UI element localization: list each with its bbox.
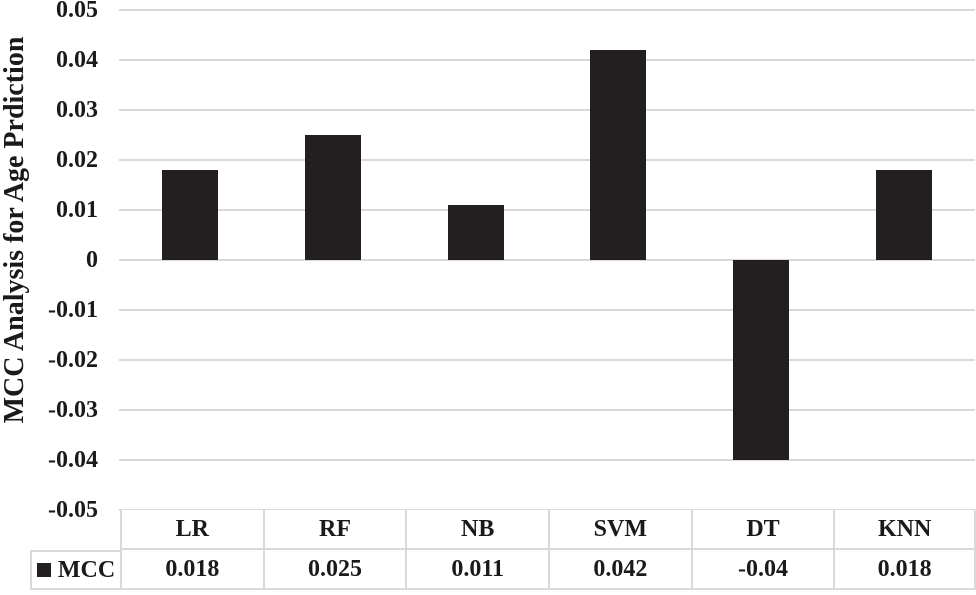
table-value-cell-svm: 0.042: [548, 550, 691, 590]
bar-knn: [875, 170, 932, 260]
legend-marker-icon: [36, 563, 51, 577]
table-header-cell-nb: NB: [405, 510, 548, 550]
table-header-cell-knn: KNN: [833, 510, 976, 550]
bar-lr: [162, 170, 219, 260]
y-tick-label: 0.02: [56, 147, 98, 173]
y-tick-label: -0.05: [48, 497, 98, 523]
gridline: [119, 359, 975, 361]
y-tick-label: 0: [86, 247, 98, 273]
table-header-cell-rf: RF: [262, 510, 406, 550]
gridline: [119, 459, 975, 461]
table-value-cell-lr: 0.018: [120, 550, 263, 590]
bar-svm: [590, 50, 647, 260]
gridline: [119, 209, 975, 211]
y-tick-label: -0.01: [48, 297, 98, 323]
y-tick-label: -0.02: [48, 347, 98, 373]
bar-rf: [305, 135, 361, 260]
table-header-cell-dt: DT: [690, 510, 834, 550]
y-tick-label: 0.04: [56, 47, 98, 73]
y-tick-label: 0.05: [56, 0, 98, 23]
table-value-cell-rf: 0.025: [262, 550, 406, 590]
table-corner-blank: [30, 510, 120, 550]
gridline: [119, 259, 975, 261]
bar-nb: [447, 205, 504, 260]
table-header-cell-lr: LR: [120, 510, 263, 550]
table-value-cell-knn: 0.018: [833, 550, 976, 590]
table-value-cell-nb: 0.011: [405, 550, 548, 590]
gridline: [119, 309, 975, 311]
table-value-cell-dt: -0.04: [690, 550, 834, 590]
table-header-cell-svm: SVM: [548, 510, 691, 550]
plot-area: [119, 9, 975, 511]
gridline: [119, 9, 975, 11]
y-tick-label: -0.03: [48, 397, 98, 423]
legend-label: MCC: [57, 557, 116, 583]
gridline: [119, 59, 975, 61]
gridline: [119, 409, 975, 411]
y-tick-label: -0.04: [48, 447, 98, 473]
y-tick-label: 0.03: [56, 97, 98, 123]
gridline: [119, 159, 975, 161]
legend-cell: MCC: [30, 550, 120, 590]
bar-dt: [733, 260, 789, 460]
gridline: [119, 109, 975, 111]
y-tick-label: 0.01: [56, 197, 98, 223]
data-table: LR RF NB SVM DT KNN MCC 0.018 0.025 0.011 0.042 -0.…: [30, 510, 976, 590]
